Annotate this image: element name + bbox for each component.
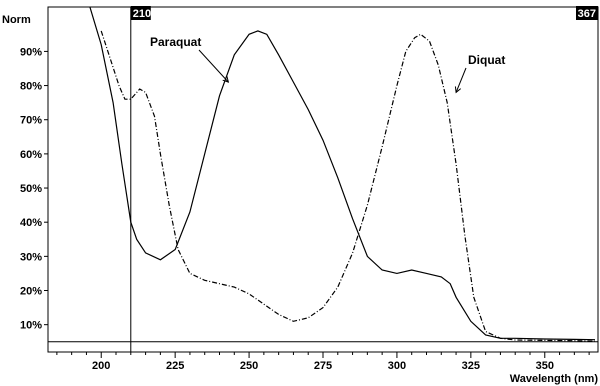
cursor-badge — [130, 6, 151, 20]
x-tick-label: 325 — [462, 360, 480, 372]
cursor-badge-label: 210 — [133, 8, 151, 20]
y-tick-label: 80% — [20, 81, 42, 93]
y-tick-label: 50% — [20, 183, 42, 195]
x-tick-label: 250 — [240, 360, 258, 372]
y-tick-label: 60% — [20, 149, 42, 161]
y-tick-label: 10% — [20, 320, 42, 332]
series-line-diquat — [100, 30, 596, 342]
annotation-diquat-label: Diquat — [468, 53, 505, 67]
annotation-arrow — [198, 49, 229, 83]
y-tick-label: 30% — [20, 251, 42, 263]
x-tick-label: 300 — [388, 360, 406, 372]
y-tick-label: 90% — [20, 46, 42, 58]
x-axis-label: Wavelength (nm) — [510, 373, 599, 385]
series-line-paraquat — [89, 7, 596, 341]
annotation-arrowhead — [454, 86, 462, 94]
annotation-arrowhead — [222, 76, 230, 83]
annotation-paraquat-label: Paraquat — [150, 35, 201, 49]
annotation-arrow — [455, 67, 467, 93]
x-tick-label: 200 — [92, 360, 110, 372]
x-tick-label: 275 — [314, 360, 332, 372]
y-axis-label: Norm — [2, 14, 31, 26]
range-end-badge — [576, 6, 598, 20]
y-tick-label: 70% — [20, 115, 42, 127]
x-tick-label: 225 — [166, 360, 184, 372]
x-tick-label: 350 — [536, 360, 554, 372]
range-end-badge-label: 367 — [578, 8, 596, 20]
y-tick-label: 20% — [20, 286, 42, 298]
y-tick-label: 40% — [20, 217, 42, 229]
